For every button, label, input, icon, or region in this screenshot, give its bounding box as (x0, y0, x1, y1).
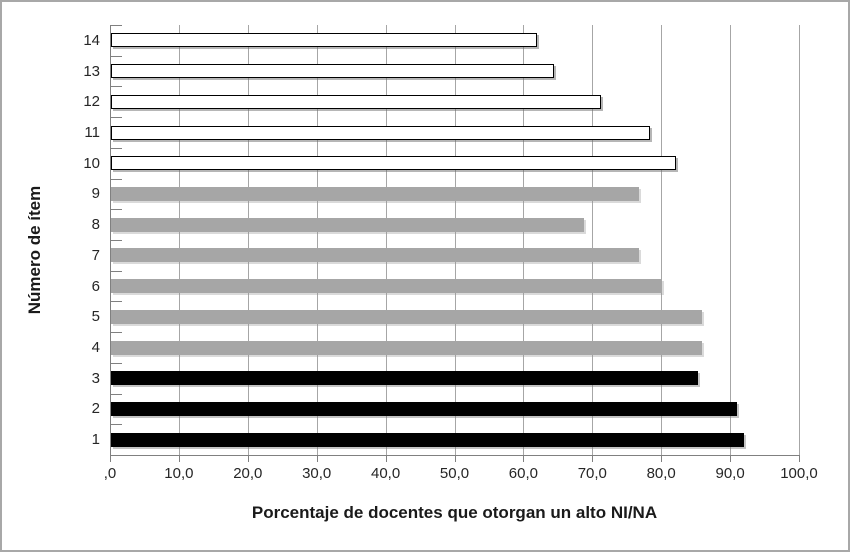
y-tick-label-10: 10 (83, 154, 100, 172)
gridline-100 (799, 25, 800, 455)
y-axis-title: Número de ítem (25, 185, 44, 315)
y-tick-label-12: 12 (83, 93, 100, 111)
y-axis-tick (110, 332, 122, 334)
bar-item-7 (111, 248, 640, 263)
y-axis-tick (110, 25, 122, 26)
gridline-90 (730, 25, 732, 455)
x-axis-tick (454, 456, 456, 462)
y-axis-tick (110, 240, 122, 241)
y-axis-tick (110, 209, 122, 211)
y-tick-label-13: 13 (83, 62, 100, 80)
y-tick-label-11: 11 (84, 124, 100, 141)
bar-item-12 (111, 94, 601, 109)
x-axis-tick (316, 456, 318, 462)
y-tick-label-9: 9 (91, 185, 100, 203)
y-tick-label-6: 6 (91, 277, 100, 295)
bar-item-6 (111, 279, 663, 294)
x-tick-label-40: 40,0 (370, 465, 401, 482)
x-tick-label-50: 50,0 (439, 465, 470, 482)
bar-item-10 (111, 156, 676, 171)
bar-item-8 (111, 217, 585, 232)
y-axis-tick (110, 55, 122, 57)
x-tick-label-100: 100,0 (780, 465, 818, 482)
gridline-50 (454, 25, 456, 455)
x-axis-title: Porcentaje de docentes que otorgan un al… (251, 503, 658, 522)
y-axis-tick (110, 424, 122, 426)
bar-item-2 (111, 401, 738, 416)
bar-item-1 (111, 432, 744, 447)
gridline-10 (178, 25, 180, 455)
x-axis-tick (523, 456, 525, 462)
bar-item-5 (111, 309, 703, 324)
bar-item-11 (111, 125, 650, 140)
bar-item-4 (111, 340, 703, 355)
x-axis-tick (247, 456, 249, 462)
gridline-20 (247, 25, 249, 455)
y-tick-label-5: 5 (91, 308, 100, 326)
plot-area (110, 25, 800, 456)
y-tick-label-4: 4 (91, 339, 100, 356)
bar-item-14 (111, 33, 537, 48)
x-axis-tick (110, 456, 111, 462)
gridline-70 (592, 25, 594, 455)
x-axis-tick (730, 456, 732, 462)
y-axis-tick (110, 270, 122, 272)
x-tick-label-60: 60,0 (508, 465, 538, 482)
y-tick-label-3: 3 (91, 369, 100, 387)
y-tick-label-14: 14 (83, 31, 100, 49)
bar-item-3 (111, 371, 699, 386)
y-axis-tick (110, 117, 122, 119)
y-axis-tick (110, 301, 122, 303)
x-tick-label-20: 20,0 (233, 465, 263, 482)
x-tick-label-70: 70,0 (577, 465, 607, 482)
y-tick-label-7: 7 (91, 246, 100, 264)
gridline-80 (661, 25, 663, 455)
y-tick-label-2: 2 (91, 400, 100, 418)
x-axis-tick (799, 456, 800, 462)
x-tick-label-90: 90,0 (715, 465, 745, 482)
x-tick-label-0: ,0 (103, 465, 117, 482)
gridline-60 (523, 25, 525, 455)
x-axis-tick (385, 456, 387, 462)
y-axis-tick (110, 393, 122, 395)
y-axis-tick (110, 455, 122, 456)
gridline-40 (385, 25, 387, 455)
y-axis-tick (110, 147, 122, 149)
x-axis-tick (592, 456, 594, 462)
bar-item-13 (111, 64, 555, 79)
x-axis-tick (661, 456, 663, 462)
y-axis-tick (110, 86, 122, 88)
x-tick-label-80: 80,0 (646, 465, 676, 482)
gridline-30 (316, 25, 318, 455)
y-tick-label-1: 1 (91, 431, 100, 449)
x-tick-label-30: 30,0 (302, 465, 332, 482)
x-axis-tick (178, 456, 180, 462)
x-tick-label-10: 10,0 (164, 465, 194, 482)
y-tick-label-8: 8 (91, 216, 100, 234)
y-axis-tick (110, 362, 122, 364)
y-axis-tick (110, 178, 122, 180)
bar-item-9 (111, 186, 640, 201)
